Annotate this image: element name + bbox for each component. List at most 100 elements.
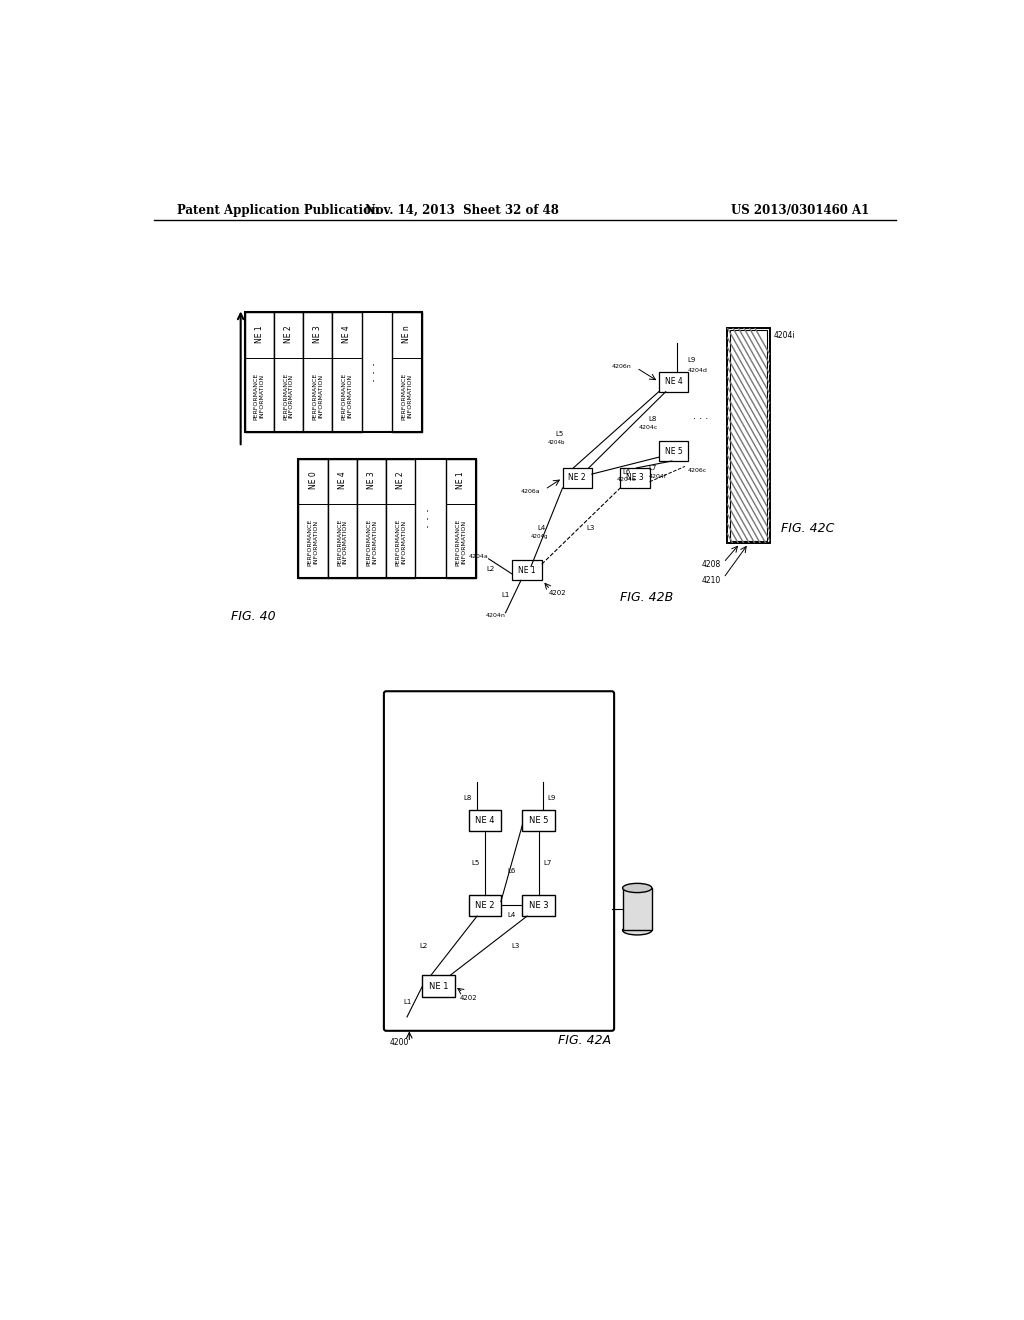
Text: 4204e: 4204e: [616, 478, 637, 482]
Bar: [658, 441, 688, 461]
Bar: [522, 895, 555, 916]
Bar: [422, 975, 455, 997]
Ellipse shape: [623, 925, 652, 935]
Text: Nov. 14, 2013  Sheet 32 of 48: Nov. 14, 2013 Sheet 32 of 48: [365, 205, 559, 218]
Bar: [727, 327, 770, 544]
Bar: [658, 372, 688, 392]
Text: FIG. 40: FIG. 40: [230, 610, 275, 623]
Bar: [245, 313, 422, 432]
Text: L9: L9: [687, 358, 695, 363]
Text: PERFORMANCE
INFORMATION: PERFORMANCE INFORMATION: [337, 519, 348, 566]
Text: 4202: 4202: [549, 590, 566, 597]
Text: L5: L5: [555, 430, 563, 437]
Text: NE 3: NE 3: [367, 471, 376, 488]
Text: NE 5: NE 5: [529, 816, 549, 825]
Bar: [730, 330, 767, 541]
Text: 4206c: 4206c: [687, 467, 707, 473]
Text: 4204d: 4204d: [687, 368, 708, 372]
Text: Patent Application Publication: Patent Application Publication: [177, 205, 379, 218]
Bar: [621, 469, 649, 488]
Ellipse shape: [623, 883, 652, 892]
Text: L8: L8: [648, 416, 656, 421]
FancyBboxPatch shape: [384, 692, 614, 1031]
Text: · · ·: · · ·: [370, 362, 382, 381]
Bar: [727, 327, 770, 544]
Text: NE 4: NE 4: [342, 325, 351, 343]
Text: L7: L7: [649, 466, 657, 471]
Text: NE 2: NE 2: [284, 325, 293, 343]
Bar: [469, 810, 501, 832]
Text: NE 3: NE 3: [626, 474, 644, 482]
Text: . . .: . . .: [692, 412, 708, 421]
Text: PERFORMANCE
INFORMATION: PERFORMANCE INFORMATION: [395, 519, 407, 566]
Text: 4202: 4202: [460, 995, 478, 1001]
Text: 4208: 4208: [701, 561, 721, 569]
Text: PERFORMANCE
INFORMATION: PERFORMANCE INFORMATION: [401, 372, 413, 420]
Bar: [328, 459, 357, 578]
Text: L4: L4: [508, 912, 516, 917]
Text: PERFORMANCE
INFORMATION: PERFORMANCE INFORMATION: [342, 372, 352, 420]
Bar: [446, 459, 475, 578]
Text: NE 2: NE 2: [568, 474, 586, 482]
Bar: [469, 895, 501, 916]
Bar: [392, 313, 422, 432]
Text: 4204n: 4204n: [485, 612, 506, 618]
Bar: [273, 313, 303, 432]
Text: NE 2: NE 2: [475, 900, 495, 909]
Text: L7: L7: [544, 859, 552, 866]
Text: L2: L2: [486, 566, 495, 572]
Bar: [357, 459, 386, 578]
Text: NE n: NE n: [402, 325, 412, 343]
Text: L3: L3: [586, 525, 595, 531]
Text: PERFORMANCE
INFORMATION: PERFORMANCE INFORMATION: [254, 372, 264, 420]
Text: L2: L2: [419, 942, 427, 949]
Bar: [562, 469, 592, 488]
Text: L1: L1: [502, 591, 510, 598]
Bar: [512, 561, 542, 581]
Text: NE 3: NE 3: [313, 325, 323, 343]
Text: 4204c: 4204c: [639, 425, 658, 430]
Text: L6: L6: [508, 867, 516, 874]
Text: 4204a: 4204a: [469, 554, 488, 558]
Text: NE 3: NE 3: [528, 900, 549, 909]
Bar: [386, 459, 416, 578]
Text: NE 1: NE 1: [518, 566, 536, 574]
Text: 4204f: 4204f: [649, 474, 667, 479]
Text: L3: L3: [511, 942, 520, 949]
Text: L1: L1: [403, 998, 412, 1005]
Bar: [623, 888, 652, 931]
Bar: [522, 810, 555, 832]
Bar: [303, 313, 333, 432]
Text: 4204b: 4204b: [548, 440, 565, 445]
Text: 4206n: 4206n: [611, 364, 631, 368]
Text: FIG. 42C: FIG. 42C: [781, 521, 835, 535]
Text: · · ·: · · ·: [423, 508, 436, 528]
Text: L9: L9: [548, 795, 556, 800]
Text: NE 2: NE 2: [396, 471, 406, 488]
Text: 4204i: 4204i: [773, 331, 795, 341]
Text: FIG. 42B: FIG. 42B: [620, 591, 673, 603]
Text: NE 1: NE 1: [457, 471, 465, 488]
Text: 4204g: 4204g: [530, 535, 548, 539]
Text: US 2013/0301460 A1: US 2013/0301460 A1: [731, 205, 869, 218]
Text: PERFORMANCE
INFORMATION: PERFORMANCE INFORMATION: [456, 519, 466, 566]
Text: PERFORMANCE
INFORMATION: PERFORMANCE INFORMATION: [307, 519, 318, 566]
Text: L6: L6: [623, 469, 631, 475]
Text: 4210: 4210: [701, 576, 721, 585]
Text: FIG. 42A: FIG. 42A: [558, 1034, 611, 1047]
Bar: [245, 313, 273, 432]
Bar: [298, 459, 328, 578]
Bar: [333, 313, 361, 432]
Text: PERFORMANCE
INFORMATION: PERFORMANCE INFORMATION: [312, 372, 323, 420]
Text: NE 4: NE 4: [475, 816, 495, 825]
Bar: [298, 459, 475, 578]
Text: L8: L8: [464, 795, 472, 800]
Text: PERFORMANCE
INFORMATION: PERFORMANCE INFORMATION: [283, 372, 294, 420]
Text: NE 0: NE 0: [308, 471, 317, 488]
Text: NE 1: NE 1: [429, 982, 449, 990]
Text: PERFORMANCE
INFORMATION: PERFORMANCE INFORMATION: [367, 519, 377, 566]
Text: NE 4: NE 4: [338, 471, 347, 488]
Text: NE 5: NE 5: [665, 446, 682, 455]
Text: 4206a: 4206a: [520, 490, 541, 494]
Text: L5: L5: [471, 859, 479, 866]
